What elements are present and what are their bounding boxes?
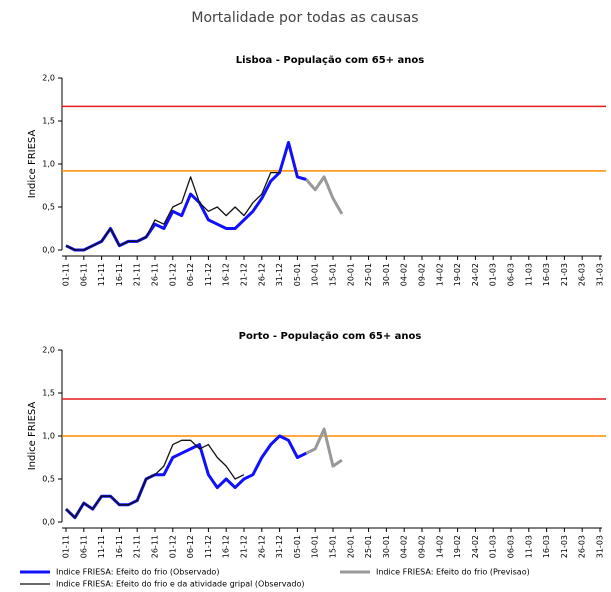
x-tick-label: 26-12: [257, 535, 266, 558]
x-tick-label: 01-12: [168, 263, 177, 286]
x-tick-label: 04-02: [400, 535, 409, 558]
x-tick-label: 21-11: [133, 263, 142, 286]
x-tick-label: 11-03: [524, 535, 533, 558]
y-axis-label: Indice FRIESA: [27, 130, 38, 199]
x-tick-label: 06-12: [186, 535, 195, 558]
x-tick-label: 05-01: [293, 535, 302, 558]
x-tick-label: 15-01: [329, 535, 338, 558]
x-tick-label: 26-11: [151, 535, 160, 558]
x-tick-label: 11-12: [204, 535, 213, 558]
x-tick-label: 01-11: [62, 535, 71, 558]
chart-title: Lisboa - População com 65+ anos: [236, 55, 425, 66]
x-tick-label: 06-11: [79, 535, 88, 558]
x-tick-label: 04-02: [400, 263, 409, 286]
series-line: [65, 141, 307, 252]
x-tick-label: 06-03: [507, 263, 516, 286]
x-tick-label: 31-12: [275, 263, 284, 286]
series-line: [65, 171, 280, 251]
x-tick-label: 19-02: [453, 263, 462, 286]
x-tick-label: 21-12: [240, 263, 249, 286]
x-tick-label: 06-03: [507, 535, 516, 558]
x-tick-label: 26-03: [578, 535, 587, 558]
y-tick-label: 0,5: [42, 475, 55, 484]
x-tick-label: 16-11: [115, 535, 124, 558]
x-tick-label: 21-11: [133, 535, 142, 558]
x-tick-label: 30-01: [382, 263, 391, 286]
x-tick-label: 26-12: [257, 263, 266, 286]
legend-label: Indice FRIESA: Efeito do frio e da ativi…: [56, 580, 305, 589]
y-tick-label: 1,5: [42, 389, 55, 398]
x-tick-label: 21-03: [560, 535, 569, 558]
legend-label: Indice FRIESA: Efeito do frio (Previsao): [376, 568, 530, 577]
x-tick-label: 01-11: [62, 263, 71, 286]
x-tick-label: 31-03: [596, 263, 605, 286]
y-tick-label: 1,5: [42, 117, 55, 126]
y-tick-label: 1,0: [42, 160, 55, 169]
x-tick-label: 24-02: [471, 263, 480, 286]
x-tick-label: 26-03: [578, 263, 587, 286]
x-tick-label: 11-11: [97, 535, 106, 558]
x-tick-label: 16-03: [542, 263, 551, 286]
x-tick-label: 11-03: [524, 263, 533, 286]
x-tick-label: 01-03: [489, 535, 498, 558]
y-tick-label: 1,0: [42, 432, 55, 441]
x-tick-label: 11-11: [97, 263, 106, 286]
x-tick-label: 30-01: [382, 535, 391, 558]
x-tick-label: 16-12: [222, 263, 231, 286]
x-tick-label: 09-02: [418, 535, 427, 558]
y-axis-label: Indice FRIESA: [27, 402, 38, 471]
y-tick-label: 2,0: [42, 346, 55, 355]
x-tick-label: 10-01: [311, 535, 320, 558]
x-tick-label: 16-11: [115, 263, 124, 286]
x-tick-label: 21-12: [240, 535, 249, 558]
x-tick-label: 19-02: [453, 535, 462, 558]
x-tick-label: 26-11: [151, 263, 160, 286]
chart-title: Porto - População com 65+ anos: [239, 331, 422, 342]
x-tick-label: 21-03: [560, 263, 569, 286]
x-tick-label: 24-02: [471, 535, 480, 558]
x-tick-label: 25-01: [364, 535, 373, 558]
series-line: [305, 427, 343, 468]
x-tick-label: 15-01: [329, 263, 338, 286]
y-tick-label: 0,0: [42, 518, 55, 527]
y-tick-label: 0,5: [42, 203, 55, 212]
x-tick-label: 25-01: [364, 263, 373, 286]
x-tick-label: 09-02: [418, 263, 427, 286]
x-tick-label: 20-01: [346, 535, 355, 558]
x-tick-label: 05-01: [293, 263, 302, 286]
x-tick-label: 16-12: [222, 535, 231, 558]
y-tick-label: 0,0: [42, 246, 55, 255]
x-tick-label: 06-12: [186, 263, 195, 286]
legend-label: Indice FRIESA: Efeito do frio (Observado…: [56, 568, 219, 577]
x-tick-label: 01-12: [168, 535, 177, 558]
x-tick-label: 10-01: [311, 263, 320, 286]
page-title: Mortalidade por todas as causas: [191, 10, 418, 26]
x-tick-label: 14-02: [435, 535, 444, 558]
x-tick-label: 16-03: [542, 535, 551, 558]
x-tick-label: 06-11: [79, 263, 88, 286]
series-line: [305, 175, 344, 215]
x-tick-label: 31-12: [275, 535, 284, 558]
x-tick-label: 31-03: [596, 535, 605, 558]
x-tick-label: 01-03: [489, 263, 498, 286]
x-tick-label: 20-01: [346, 263, 355, 286]
y-tick-label: 2,0: [42, 74, 55, 83]
series-line: [65, 439, 245, 519]
x-tick-label: 14-02: [435, 263, 444, 286]
series-line: [64, 434, 307, 520]
x-tick-label: 11-12: [204, 263, 213, 286]
